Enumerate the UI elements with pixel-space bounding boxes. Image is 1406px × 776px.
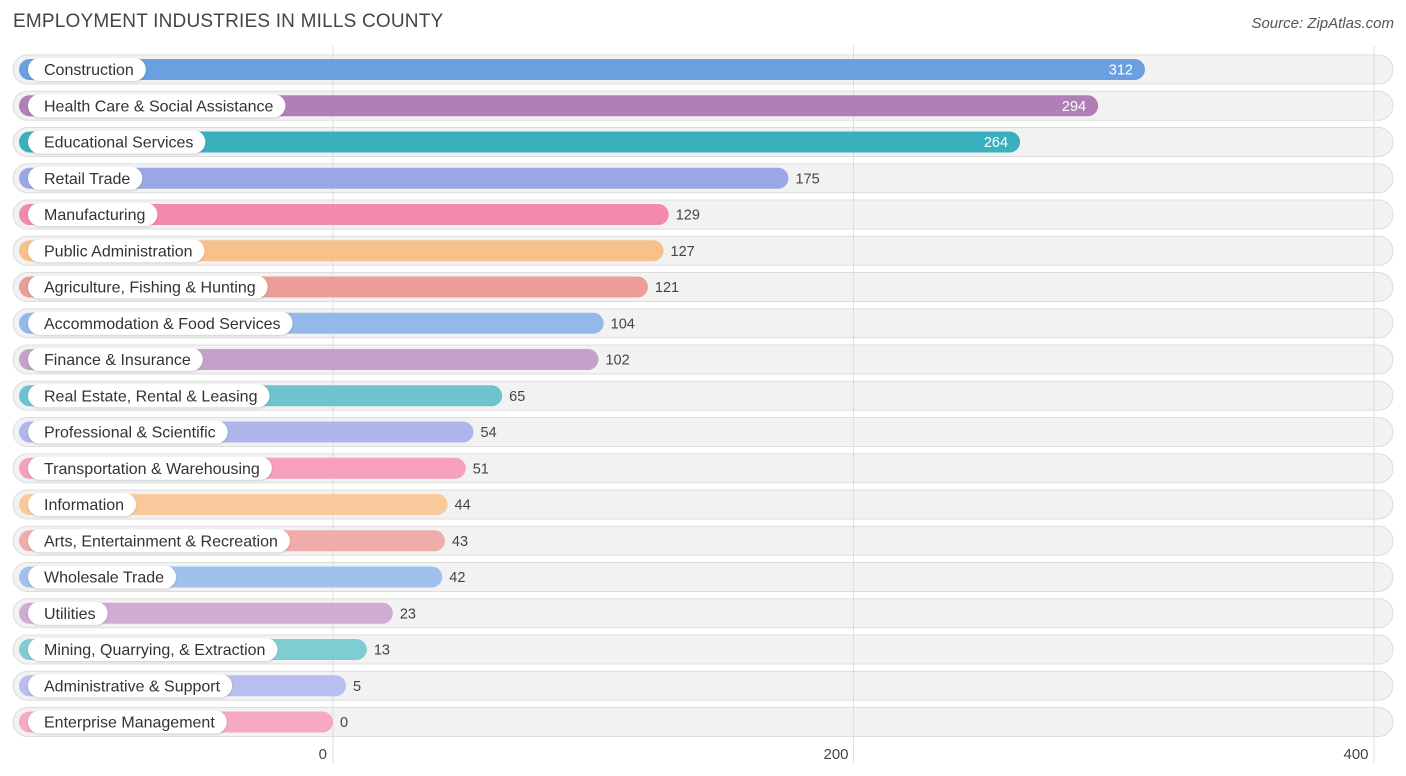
category-label: Public Administration — [44, 243, 193, 260]
bar[interactable] — [19, 59, 1145, 80]
bar[interactable] — [19, 131, 1021, 153]
value-label: 42 — [449, 570, 465, 586]
bar[interactable] — [19, 95, 1099, 117]
label-pill — [28, 58, 146, 81]
value-label: 43 — [452, 534, 468, 550]
value-label: 51 — [473, 461, 489, 477]
value-label: 54 — [481, 425, 497, 441]
value-label: 121 — [655, 280, 679, 296]
bar[interactable] — [19, 602, 393, 624]
category-label: Real Estate, Rental & Leasing — [44, 388, 257, 405]
label-pill — [28, 529, 290, 553]
value-label: 102 — [605, 353, 629, 369]
category-label: Accommodation & Food Services — [44, 316, 281, 333]
label-pill — [28, 203, 158, 226]
category-label: Utilities — [44, 606, 96, 623]
x-tick-label: 200 — [823, 746, 848, 763]
bar[interactable] — [19, 167, 789, 189]
label-pill — [28, 638, 278, 661]
label-pill — [28, 311, 293, 335]
x-tick-label: 400 — [1343, 746, 1368, 763]
label-pill — [28, 94, 286, 118]
row-track — [12, 670, 1394, 701]
chart-source: Source: ZipAtlas.com — [1251, 15, 1394, 32]
bar[interactable] — [19, 204, 669, 225]
category-label: Manufacturing — [44, 207, 145, 224]
label-pill — [28, 166, 143, 190]
category-label: Wholesale Trade — [44, 570, 164, 587]
label-pill — [28, 384, 270, 408]
label-pill — [28, 275, 268, 299]
category-label: Administrative & Support — [44, 678, 221, 695]
value-label: 44 — [455, 498, 471, 514]
value-label: 0 — [340, 715, 348, 731]
label-pill — [28, 565, 177, 589]
category-label: Finance & Insurance — [44, 352, 191, 369]
value-label: 129 — [676, 208, 700, 224]
value-label: 312 — [1109, 63, 1133, 79]
value-label: 264 — [984, 135, 1008, 151]
category-label: Retail Trade — [44, 171, 130, 188]
value-label: 65 — [509, 389, 525, 405]
value-label: 127 — [671, 244, 695, 260]
label-pill — [28, 420, 228, 444]
value-label: 294 — [1062, 99, 1086, 115]
category-label: Enterprise Management — [44, 715, 215, 732]
value-label: 175 — [795, 171, 819, 187]
category-label: Information — [44, 497, 124, 514]
category-label: Health Care & Social Assistance — [44, 98, 274, 115]
row-track — [12, 707, 1394, 737]
category-label: Construction — [44, 62, 134, 79]
x-tick-label: 0 — [319, 746, 327, 763]
label-pill — [28, 130, 206, 154]
category-label: Arts, Entertainment & Recreation — [44, 533, 278, 550]
label-pill — [28, 710, 227, 734]
category-label: Agriculture, Fishing & Hunting — [44, 280, 256, 297]
value-label: 5 — [353, 679, 361, 695]
category-label: Professional & Scientific — [44, 425, 216, 442]
label-pill — [28, 601, 108, 625]
value-label: 13 — [374, 643, 390, 659]
label-pill — [28, 456, 272, 480]
label-pill — [28, 493, 137, 516]
category-label: Transportation & Warehousing — [44, 461, 260, 478]
category-label: Educational Services — [44, 135, 193, 152]
value-label: 104 — [611, 316, 635, 332]
label-pill — [28, 674, 233, 698]
chart-title: EMPLOYMENT INDUSTRIES IN MILLS COUNTY — [13, 11, 444, 32]
category-label: Mining, Quarrying, & Extraction — [44, 642, 265, 659]
label-pill — [28, 348, 203, 371]
label-pill — [28, 239, 205, 263]
value-label: 23 — [400, 606, 416, 622]
